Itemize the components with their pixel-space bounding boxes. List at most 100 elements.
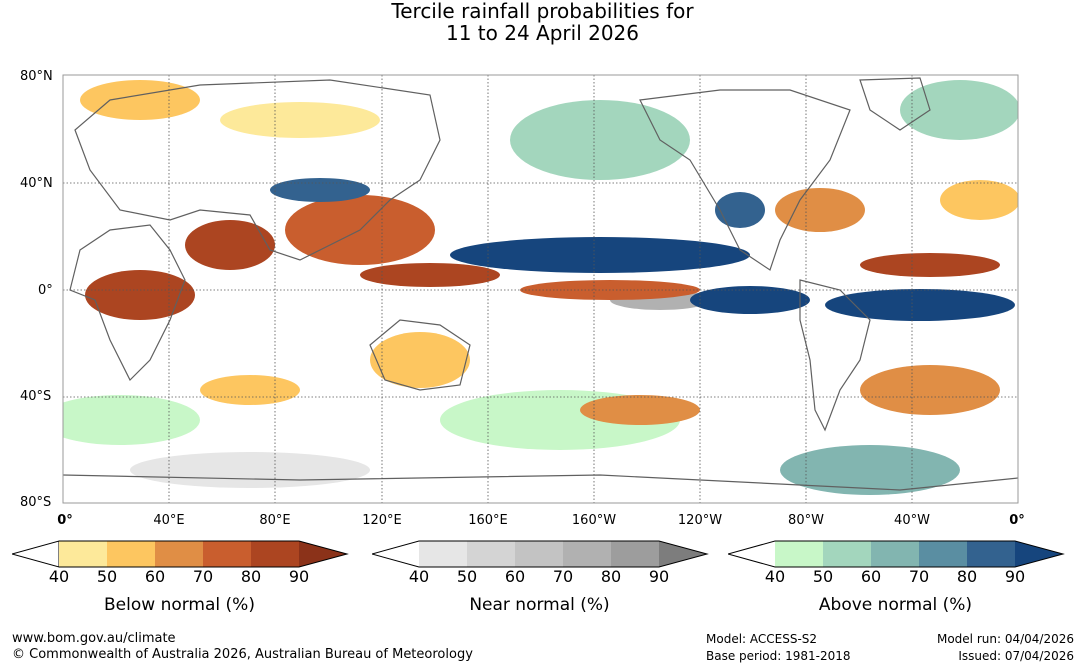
tick-above-60: 60 xyxy=(860,567,882,586)
footer-copyright: © Commonwealth of Australia 2026, Austra… xyxy=(12,647,473,662)
graticule xyxy=(63,75,1018,503)
lon-label-160e: 160°E xyxy=(468,513,508,528)
field-below-north-atlantic xyxy=(940,180,1018,220)
tick-above-40: 40 xyxy=(764,567,786,586)
tick-near-40: 40 xyxy=(408,567,430,586)
field-below-tropical-atlantic xyxy=(860,253,1000,277)
colorbar-near-swatch-5 xyxy=(611,541,659,567)
field-below-europe xyxy=(80,80,200,120)
colorbar-above-swatch-5 xyxy=(967,541,1015,567)
south-america-outline xyxy=(799,279,871,432)
colorbar-above-swatch-1 xyxy=(775,541,823,567)
colorbar-near-swatch-2 xyxy=(467,541,515,567)
field-above-southern-ocean xyxy=(780,445,960,495)
lon-label-0-right: 0° xyxy=(1009,513,1025,528)
greenland-outline xyxy=(859,77,931,131)
footer-url[interactable]: www.bom.gov.au/climate xyxy=(12,631,176,646)
field-below-north-america xyxy=(775,188,865,232)
field-above-east-pacific xyxy=(690,286,810,314)
map-title-line2: 11 to 24 April 2026 xyxy=(445,21,640,45)
antarctica-outline xyxy=(63,474,1018,491)
field-near-antarctica xyxy=(130,452,370,488)
field-above-south-atlantic xyxy=(63,395,200,445)
tick-below-50: 50 xyxy=(96,567,118,586)
field-above-central-asia xyxy=(270,178,370,202)
field-below-australia xyxy=(370,332,470,388)
footer-model: Model: ACCESS-S2 xyxy=(706,632,818,646)
lat-label-80n: 80°N xyxy=(20,69,53,84)
field-below-maritime-continent xyxy=(360,263,500,287)
field-below-arabian-sea xyxy=(185,220,275,270)
tick-below-80: 80 xyxy=(240,567,262,586)
lon-label-120w: 120°W xyxy=(677,513,723,528)
colorbar-below-normal xyxy=(12,540,349,568)
field-above-north-pacific xyxy=(510,100,690,180)
map-title-line1: Tercile rainfall probabilities for xyxy=(391,0,694,23)
tick-above-80: 80 xyxy=(956,567,978,586)
north-america-outline xyxy=(639,89,851,271)
footer-issued: Issued: 07/04/2026 xyxy=(958,649,1074,663)
tercile-rainfall-map xyxy=(62,74,1019,504)
tick-below-70: 70 xyxy=(192,567,214,586)
map-frame xyxy=(62,74,1019,504)
colorbar-below-swatch-1 xyxy=(59,541,107,567)
lon-label-160w: 160°W xyxy=(571,513,617,528)
colorbar-near-swatch-0 xyxy=(372,541,419,567)
probability-fields xyxy=(63,80,1018,495)
lat-label-40n: 40°N xyxy=(20,176,53,191)
lon-label-0-left: 0° xyxy=(57,513,73,528)
field-below-south-pacific xyxy=(580,395,700,425)
tick-near-70: 70 xyxy=(552,567,574,586)
colorbar-below-swatch-2 xyxy=(107,541,155,567)
tick-above-50: 50 xyxy=(812,567,834,586)
colorbar-above-swatch-0 xyxy=(728,541,775,567)
coastlines xyxy=(63,77,1018,491)
colorbar-below-swatch-0 xyxy=(12,540,60,568)
footer-base-period: Base period: 1981-2018 xyxy=(706,649,851,663)
field-above-west-north-america xyxy=(715,192,765,228)
colorbar-below-swatch-3 xyxy=(155,541,203,567)
lon-label-120e: 120°E xyxy=(362,513,402,528)
field-below-indian-ocean xyxy=(200,375,300,405)
colorbar-near-swatch-1 xyxy=(419,541,467,567)
lon-label-40e: 40°E xyxy=(153,513,185,528)
colorbar-near-swatch-4 xyxy=(563,541,611,567)
tick-above-90: 90 xyxy=(1004,567,1026,586)
tick-below-40: 40 xyxy=(48,567,70,586)
colorbar-above-swatch-2 xyxy=(823,541,871,567)
tick-near-50: 50 xyxy=(456,567,478,586)
colorbar-below-swatch-4 xyxy=(203,541,251,567)
field-below-africa xyxy=(85,270,195,320)
africa-outline xyxy=(69,224,186,382)
legend-title-below: Below normal (%) xyxy=(104,595,255,615)
lat-label-0: 0° xyxy=(38,283,53,298)
colorbar-above-swatch-3 xyxy=(871,541,919,567)
lon-label-40w: 40°W xyxy=(894,513,930,528)
field-above-south-america-atlantic xyxy=(825,289,1015,321)
colorbar-below-swatch-6 xyxy=(299,541,347,567)
field-below-siberia xyxy=(220,102,380,138)
legend-title-near: Near normal (%) xyxy=(469,595,610,615)
colorbar-near-normal xyxy=(372,540,709,568)
tick-near-60: 60 xyxy=(504,567,526,586)
colorbar-above-normal xyxy=(728,540,1065,568)
field-above-greenland xyxy=(900,80,1018,140)
tick-above-70: 70 xyxy=(908,567,930,586)
field-above-north-pacific-itcz xyxy=(450,237,750,273)
colorbar-near-swatch-3 xyxy=(515,541,563,567)
lon-label-80e: 80°E xyxy=(259,513,291,528)
tick-near-80: 80 xyxy=(600,567,622,586)
field-below-south-atlantic xyxy=(860,365,1000,415)
eurasia-outline xyxy=(74,79,441,261)
colorbar-above-swatch-4 xyxy=(919,541,967,567)
lon-label-80w: 80°W xyxy=(788,513,824,528)
lat-label-80s: 80°S xyxy=(20,495,52,510)
lat-label-40s: 40°S xyxy=(20,389,52,404)
tick-near-90: 90 xyxy=(648,567,670,586)
legend-title-above: Above normal (%) xyxy=(818,595,973,615)
tick-below-90: 90 xyxy=(288,567,310,586)
colorbar-near-swatch-6 xyxy=(659,541,707,567)
australia-outline xyxy=(369,319,471,391)
tick-below-60: 60 xyxy=(144,567,166,586)
footer-model-run: Model run: 04/04/2026 xyxy=(936,632,1074,646)
